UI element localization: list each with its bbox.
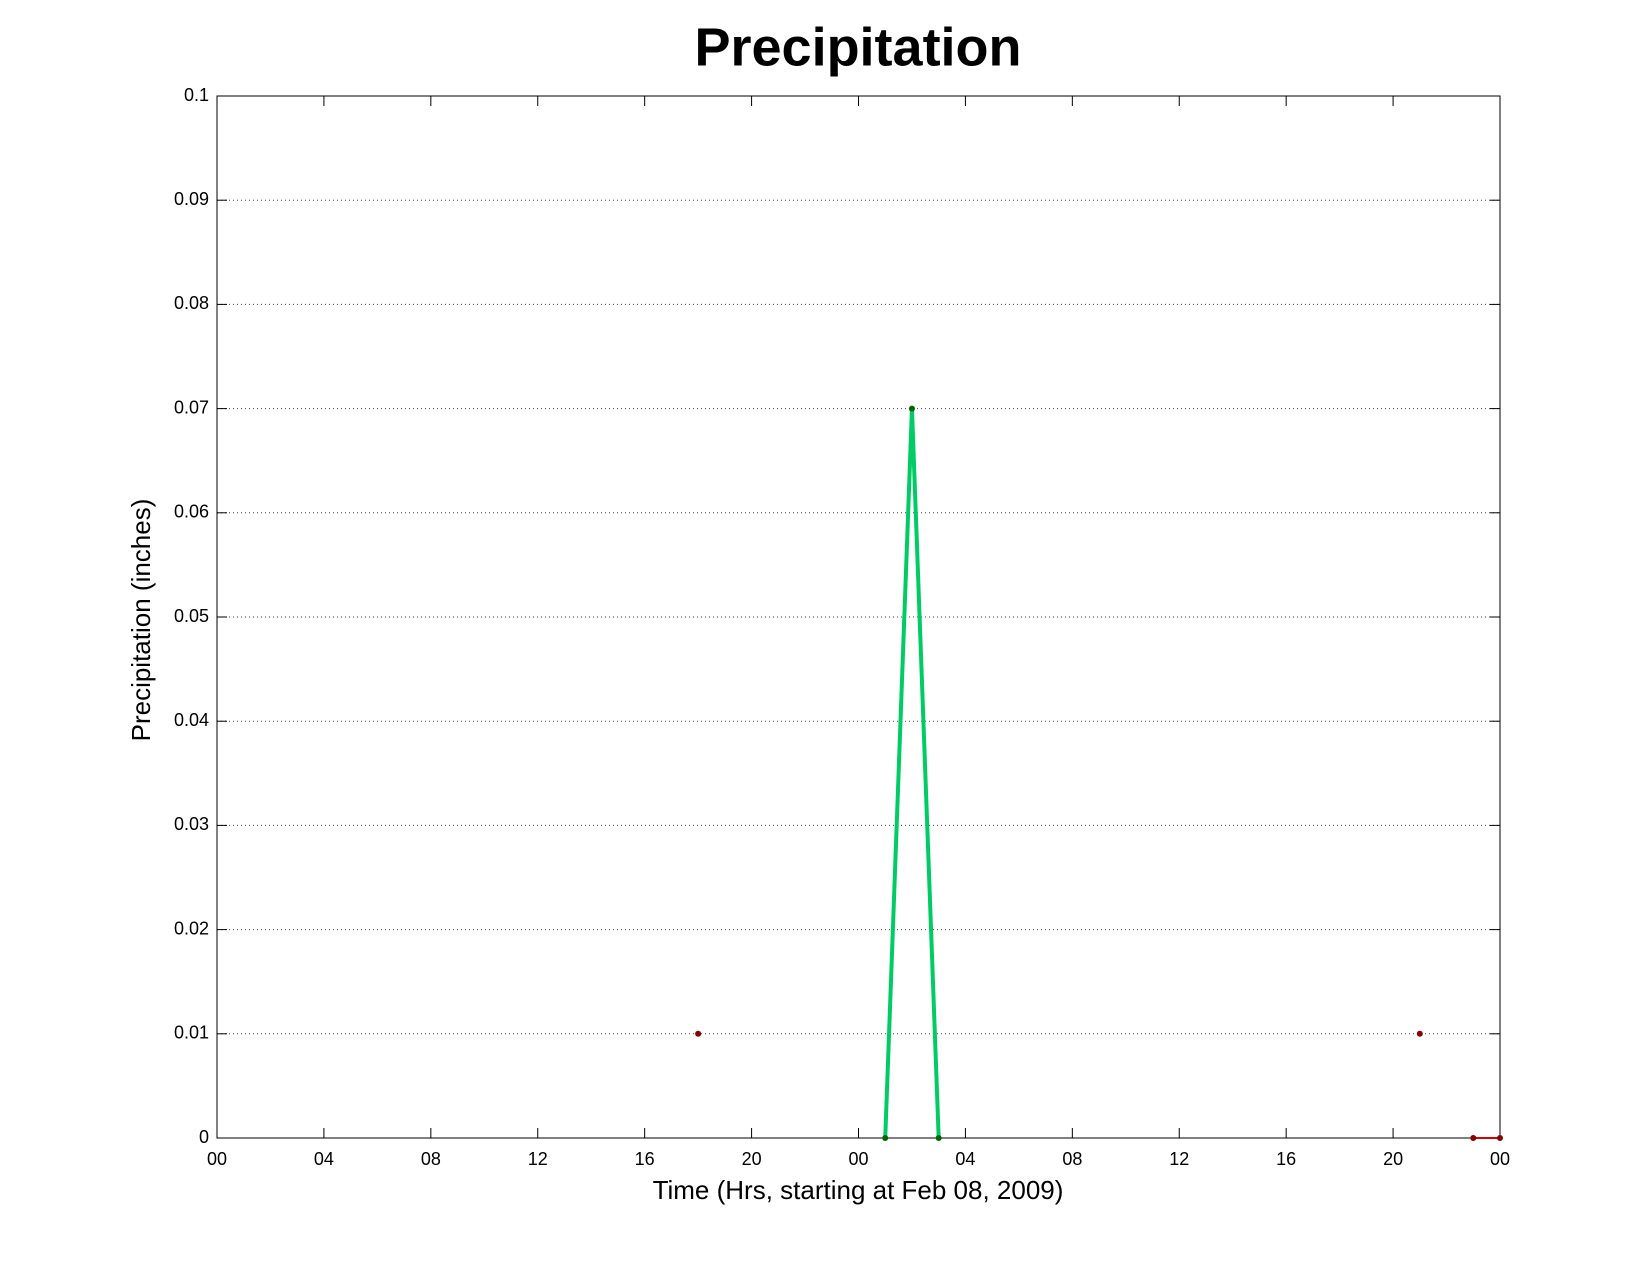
y-tick-label: 0.05 <box>174 606 209 626</box>
y-tick-label: 0.06 <box>174 502 209 522</box>
x-tick-label: 04 <box>955 1149 975 1169</box>
y-tick-label: 0 <box>199 1127 209 1147</box>
x-tick-label: 12 <box>528 1149 548 1169</box>
data-point <box>695 1030 702 1037</box>
x-tick-label: 08 <box>421 1149 441 1169</box>
x-tick-label: 00 <box>1490 1149 1510 1169</box>
y-tick-label: 0.04 <box>174 710 209 730</box>
x-tick-label: 20 <box>742 1149 762 1169</box>
data-point <box>1470 1135 1477 1141</box>
y-tick-label: 0.07 <box>174 397 209 417</box>
y-axis-label: Precipitation (inches) <box>126 499 156 742</box>
x-tick-label: 16 <box>635 1149 655 1169</box>
x-tick-label: 00 <box>848 1149 868 1169</box>
data-point <box>908 405 915 412</box>
y-tick-label: 0.02 <box>174 918 209 938</box>
x-tick-label: 12 <box>1169 1149 1189 1169</box>
x-tick-label: 08 <box>1062 1149 1082 1169</box>
y-tick-label: 0.08 <box>174 293 209 313</box>
plot-frame <box>216 95 1501 1139</box>
x-tick-label: 16 <box>1276 1149 1296 1169</box>
y-tick-label: 0.09 <box>174 189 209 209</box>
data-point <box>882 1135 889 1141</box>
data-point <box>935 1135 942 1141</box>
x-axis-label: Time (Hrs, starting at Feb 08, 2009) <box>653 1175 1064 1205</box>
data-point <box>1416 1030 1423 1037</box>
x-tick-label: 20 <box>1383 1149 1403 1169</box>
data-point <box>1497 1135 1503 1141</box>
x-tick-label: 04 <box>314 1149 334 1169</box>
x-tick-label: 00 <box>207 1149 227 1169</box>
y-tick-label: 0.01 <box>174 1023 209 1043</box>
chart-title: Precipitation <box>694 17 1021 77</box>
y-tick-label: 0.1 <box>184 85 209 105</box>
y-tick-label: 0.03 <box>174 814 209 834</box>
